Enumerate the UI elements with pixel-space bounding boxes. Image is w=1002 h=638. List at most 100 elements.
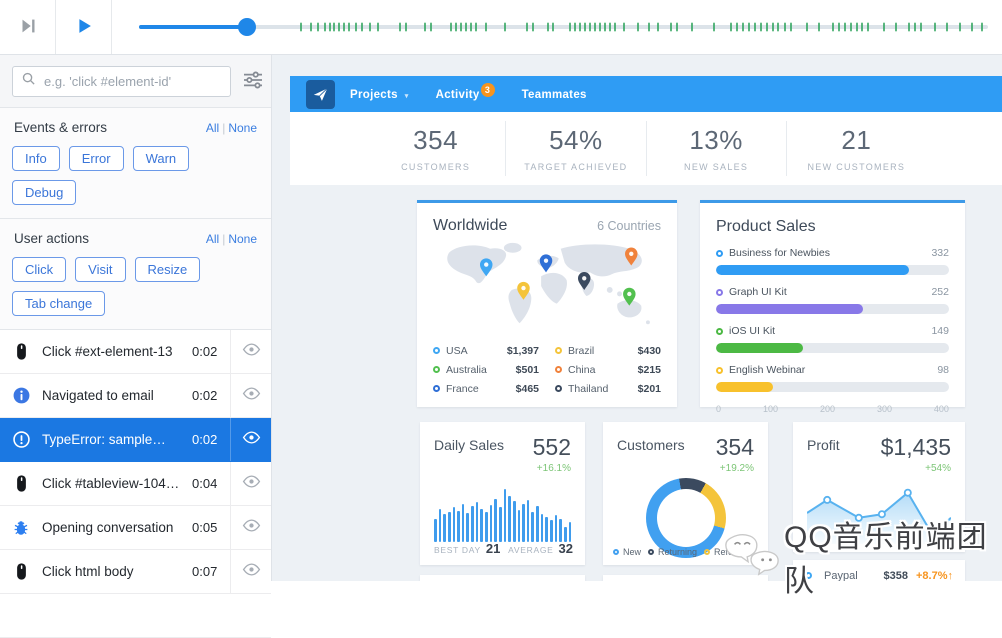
timeline-tick	[604, 22, 607, 32]
axis-tick-label: 200	[819, 404, 835, 414]
event-row[interactable]: Click #tableview-104… 0:04	[0, 462, 271, 506]
none-link[interactable]: None	[228, 231, 257, 246]
timeline-tick	[347, 22, 350, 32]
trend-up-icon: ↑	[947, 569, 954, 582]
country-name: USA	[446, 344, 468, 357]
event-row[interactable]: Click #ext-element-13 0:02	[0, 330, 271, 374]
watermark-text: QQ音乐前端团队	[784, 521, 988, 598]
timeline-tick	[504, 22, 507, 32]
event-row[interactable]: TypeError: sample… 0:02	[0, 418, 271, 462]
stat-value: 54%	[549, 125, 603, 155]
visibility-toggle[interactable]	[230, 330, 271, 373]
event-row[interactable]: Click html body 0:07	[0, 550, 271, 594]
worldwide-title: Worldwide	[433, 217, 508, 234]
filter-section-events-errors: Events & errors All | None Info Error Warn Debu…	[0, 108, 271, 219]
all-link[interactable]: All	[205, 231, 220, 246]
country-row-brazil: Brazil $430	[555, 341, 661, 360]
daily-sales-bar	[434, 519, 437, 542]
visibility-toggle[interactable]	[230, 462, 271, 505]
profit-change: +54%	[925, 463, 951, 474]
stat-new-customers: 21 NEW CUSTOMERS	[785, 121, 926, 176]
country-value: $215	[637, 363, 661, 376]
country-name: Australia	[446, 363, 487, 376]
none-link[interactable]: None	[228, 120, 257, 135]
product-label-row: English Webinar 98	[716, 364, 949, 376]
timeline-tick	[861, 22, 864, 32]
all-link[interactable]: All	[205, 120, 220, 135]
section-title: User actions	[14, 231, 90, 246]
filter-chip-info[interactable]: Info	[12, 146, 60, 171]
data-point-marker	[877, 510, 886, 519]
timeline-tick	[933, 22, 936, 32]
country-bullet-icon	[433, 347, 440, 354]
filter-chip-resize[interactable]: Resize	[134, 257, 201, 282]
country-name: Brazil	[568, 344, 595, 357]
timeline-slider[interactable]	[139, 18, 988, 36]
product-sales-row: English Webinar 98	[716, 364, 949, 392]
filter-chip-warn[interactable]: Warn	[132, 146, 190, 171]
filter-settings-button[interactable]	[240, 69, 266, 94]
event-timestamp: 0:04	[192, 476, 218, 491]
stats-row: 354 CUSTOMERS 54% TARGET ACHIEVED 13% NEW SAL…	[366, 121, 926, 176]
watermark: QQ音乐前端团队	[722, 512, 1002, 600]
skip-to-end-icon	[17, 15, 39, 40]
preview-nav-items: Projects ▾ Activity 3 Teammates	[350, 82, 614, 101]
filter-chip-visit[interactable]: Visit	[75, 257, 126, 282]
timeline-tick	[532, 22, 535, 32]
filter-chip-debug[interactable]: Debug	[12, 180, 77, 205]
search-input[interactable]	[42, 72, 222, 90]
timeline-ticks	[139, 22, 988, 32]
product-bar-track	[716, 382, 949, 392]
timeline-tick	[676, 22, 679, 32]
country-name: Thailand	[568, 382, 609, 395]
mouse-icon	[0, 562, 42, 581]
product-name: Business for Newbies	[729, 247, 830, 259]
filter-chip-error[interactable]: Error	[68, 146, 124, 171]
daily-sales-bar	[531, 512, 535, 542]
play-button[interactable]	[56, 0, 112, 54]
visibility-toggle[interactable]	[230, 418, 271, 461]
country-row-china: China $215	[555, 360, 661, 379]
daily-sales-bar	[554, 515, 558, 542]
timeline-tick	[404, 22, 407, 32]
visibility-toggle[interactable]	[230, 374, 271, 417]
country-value: $501	[515, 363, 539, 376]
customers-donut	[645, 478, 726, 558]
section-title: Events & errors	[14, 120, 108, 135]
timeline-tick	[354, 22, 357, 32]
skip-to-end-button[interactable]	[0, 0, 56, 54]
timeline-tick	[573, 22, 576, 32]
player-toolbar	[0, 0, 1002, 55]
links-separator: |	[222, 231, 226, 246]
daily-sales-bar	[457, 510, 460, 542]
eye-icon	[242, 518, 261, 538]
timeline-tick	[430, 22, 433, 32]
filter-chip-click[interactable]: Click	[12, 257, 67, 282]
product-bullet-icon	[716, 249, 723, 257]
visibility-toggle[interactable]	[230, 550, 271, 593]
timeline-tick	[526, 22, 529, 32]
paypal-value: $358	[883, 569, 908, 582]
filter-chip-tab-change[interactable]: Tab change	[12, 291, 106, 316]
timeline-tick	[546, 22, 549, 32]
timeline-tick	[578, 22, 581, 32]
timeline-tick	[729, 22, 732, 32]
product-value: 252	[931, 286, 949, 298]
visibility-toggle[interactable]	[230, 506, 271, 549]
mouse-icon	[0, 474, 42, 493]
search-box	[12, 65, 231, 97]
timeline-tick	[908, 22, 911, 32]
event-row[interactable]: Navigated to email 0:02	[0, 374, 271, 418]
country-bullet-icon	[555, 385, 562, 392]
stat-value: 354	[413, 125, 459, 155]
map-pin-icon	[623, 287, 636, 306]
sliders-icon	[242, 71, 264, 92]
timeline-thumb[interactable]	[238, 18, 257, 36]
daily-sales-bar	[522, 504, 525, 542]
product-name: iOS UI Kit	[729, 325, 776, 337]
event-label: Opening conversation	[42, 520, 174, 535]
event-row[interactable]: Opening conversation 0:05	[0, 506, 271, 550]
product-sales-card: Product Sales Business for Newbies 332 Gra…	[700, 200, 965, 414]
daily-sales-bar	[503, 489, 507, 542]
timeline-tick	[324, 22, 327, 32]
